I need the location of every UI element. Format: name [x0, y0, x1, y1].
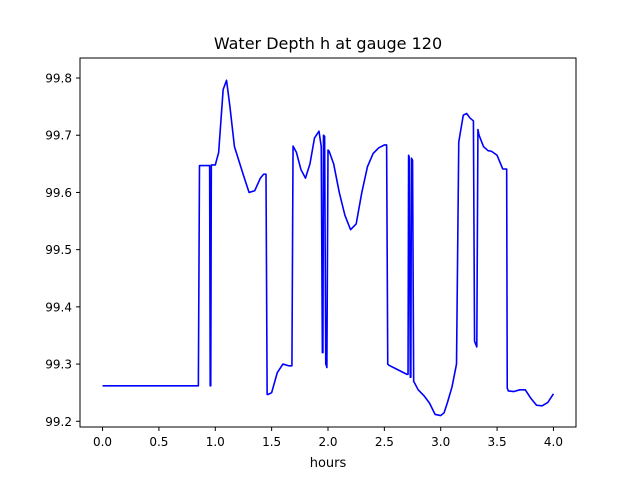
x-tick-label: 3.5: [488, 435, 507, 449]
chart-title: Water Depth h at gauge 120: [214, 34, 442, 53]
y-tick-label: 99.7: [45, 129, 72, 143]
x-tick-label: 1.0: [206, 435, 225, 449]
x-axis-ticks: 0.0 0.5 1.0 1.5 2.0 2.5 3.0 3.5 4.0: [93, 427, 563, 449]
y-tick-label: 99.5: [45, 243, 72, 257]
y-tick-label: 99.2: [45, 415, 72, 429]
x-tick-label: 3.0: [431, 435, 450, 449]
x-tick-label: 2.0: [318, 435, 337, 449]
x-tick-label: 4.0: [544, 435, 563, 449]
series-line-0: [102, 79, 555, 417]
y-tick-label: 99.3: [45, 358, 72, 372]
axes-frame: [79, 57, 577, 428]
y-axis-ticks: 99.2 99.3 99.4 99.5 99.6 99.7 99.8: [45, 72, 80, 429]
y-tick-label: 99.4: [45, 300, 72, 314]
y-tick-label: 99.6: [45, 186, 72, 200]
x-tick-label: 0.5: [149, 435, 168, 449]
x-tick-label: 0.0: [93, 435, 112, 449]
x-tick-label: 1.5: [262, 435, 281, 449]
x-axis-label: hours: [310, 456, 347, 471]
plot-area: [102, 79, 555, 417]
x-tick-label: 2.5: [375, 435, 394, 449]
y-tick-label: 99.8: [45, 72, 72, 86]
